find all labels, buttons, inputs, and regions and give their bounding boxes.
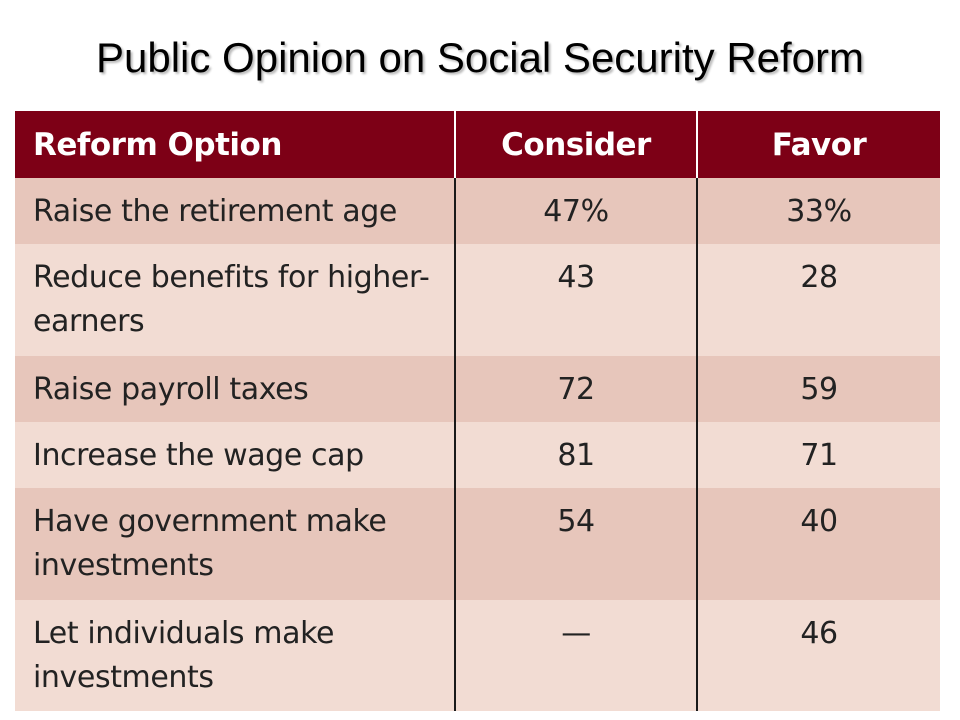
row-option-label: Increase the wage cap	[15, 422, 455, 488]
table-row: Have government make investments 54 40	[15, 488, 940, 600]
table-header-row: Reform Option Consider Favor	[15, 111, 940, 178]
reform-table: Reform Option Consider Favor Raise the r…	[15, 111, 940, 711]
column-header-favor: Favor	[696, 111, 940, 178]
row-option-label: Raise the retirement age	[15, 178, 455, 244]
row-favor-value: 40	[696, 488, 940, 600]
row-favor-value: 33%	[696, 178, 940, 244]
row-consider-value: 54	[454, 488, 697, 600]
column-header-option: Reform Option	[15, 111, 455, 178]
row-favor-value: 71	[696, 422, 940, 488]
row-consider-value: 81	[454, 422, 697, 488]
column-header-consider: Consider	[454, 111, 697, 178]
row-favor-value: 28	[696, 244, 940, 356]
row-option-label: Let individuals make investments	[15, 600, 455, 711]
row-favor-value: 59	[696, 356, 940, 422]
row-option-label: Reduce benefits for higher-earners	[15, 244, 455, 356]
table-row: Raise payroll taxes 72 59	[15, 356, 940, 422]
row-consider-value: —	[454, 600, 697, 711]
table-row: Increase the wage cap 81 71	[15, 422, 940, 488]
page-title: Public Opinion on Social Security Reform	[95, 34, 865, 81]
table-row: Raise the retirement age 47% 33%	[15, 178, 940, 244]
row-option-label: Raise payroll taxes	[15, 356, 455, 422]
row-favor-value: 46	[696, 600, 940, 711]
row-consider-value: 43	[454, 244, 697, 356]
row-consider-value: 72	[454, 356, 697, 422]
row-consider-value: 47%	[454, 178, 697, 244]
reform-table-container: Reform Option Consider Favor Raise the r…	[15, 111, 940, 711]
table-row: Reduce benefits for higher-earners 43 28	[15, 244, 940, 356]
row-option-label: Have government make investments	[15, 488, 455, 600]
table-row: Let individuals make investments — 46	[15, 600, 940, 711]
